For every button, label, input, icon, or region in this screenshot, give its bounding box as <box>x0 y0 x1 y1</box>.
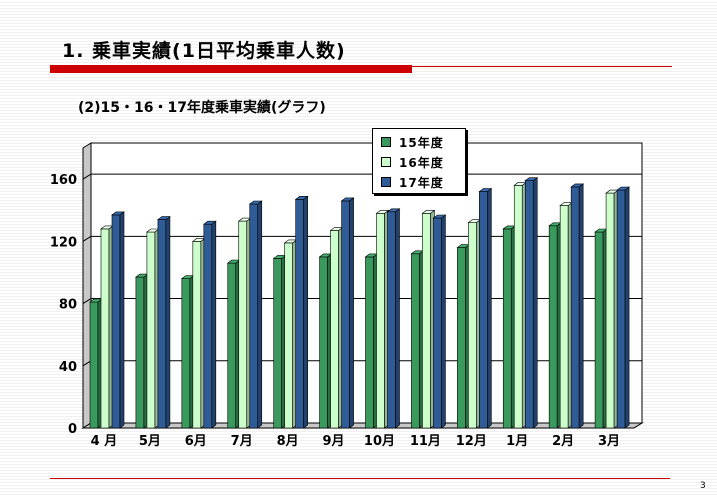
legend-swatch-15 <box>381 137 391 147</box>
bar <box>146 231 156 429</box>
bar <box>433 217 442 429</box>
bar <box>284 242 293 429</box>
bar-side <box>119 211 125 429</box>
bar <box>157 219 167 429</box>
bar-side <box>165 215 171 429</box>
x-tick-label: 9月 <box>323 434 345 449</box>
bar <box>249 203 259 429</box>
legend-item-17: 17年度 <box>373 172 465 192</box>
bar <box>513 185 523 429</box>
bar-side <box>532 177 538 429</box>
bar-top <box>375 210 390 214</box>
legend-label-16: 16年度 <box>399 155 444 170</box>
bar <box>479 191 488 429</box>
footer-line <box>50 478 670 479</box>
bar-side <box>257 200 263 429</box>
bar-top <box>248 200 263 205</box>
bar <box>411 253 420 429</box>
bar <box>319 256 328 429</box>
bar <box>365 256 374 429</box>
legend-item-16: 16年度 <box>373 152 465 172</box>
legend-label-17: 17年度 <box>399 175 444 190</box>
title-underline-thin <box>412 66 672 67</box>
bar-top <box>294 196 309 200</box>
legend-swatch-17 <box>381 177 391 187</box>
bar <box>457 247 466 429</box>
y-tick-label: 40 <box>59 360 77 375</box>
chart-subtitle: (2)15・16・17年度乗車実績(グラフ) <box>78 100 326 116</box>
bar <box>89 301 99 429</box>
bar <box>135 276 145 429</box>
bar-side <box>578 183 584 429</box>
bar <box>605 192 615 429</box>
bar-top <box>478 188 493 192</box>
bar-side <box>487 187 492 429</box>
y-tick-label: 120 <box>50 235 77 250</box>
bar-top <box>157 216 171 220</box>
chart-legend: 15年度 16年度 17年度 <box>372 128 466 194</box>
bar-top <box>340 197 355 202</box>
bar <box>387 211 396 429</box>
bar-top <box>111 211 125 216</box>
bar <box>468 222 477 429</box>
x-tick-label: 8月 <box>277 434 299 449</box>
y-gridline <box>82 235 642 242</box>
bar-side <box>303 195 308 429</box>
bar-top <box>570 183 585 188</box>
y-tick-label: 0 <box>68 422 77 437</box>
bar <box>227 262 237 429</box>
bar-top <box>432 214 447 219</box>
bar <box>594 231 604 429</box>
x-tick-label: 1月 <box>506 434 528 449</box>
bar-top <box>386 208 401 213</box>
bar-side <box>441 214 446 429</box>
bar <box>616 189 626 429</box>
bar <box>273 258 282 429</box>
legend-label-15: 15年度 <box>399 135 444 150</box>
bar <box>203 223 213 429</box>
x-tick-label: 12月 <box>456 434 487 449</box>
bar <box>341 200 350 429</box>
bar <box>192 241 202 429</box>
bar-top <box>421 210 436 214</box>
y-tick-label: 160 <box>50 173 77 188</box>
bar-side <box>211 220 217 429</box>
bar <box>570 186 580 429</box>
bar-top <box>524 177 539 181</box>
x-tick-label: 2月 <box>552 434 574 449</box>
bar-top <box>616 186 630 191</box>
bar <box>111 214 121 429</box>
x-tick-label: 11月 <box>410 434 441 449</box>
title-underline-red <box>50 65 412 73</box>
bar <box>238 220 248 429</box>
bar-top <box>202 220 217 225</box>
bar <box>295 199 304 429</box>
bar <box>100 228 110 429</box>
slide-title: 1. 乗車実績(1日平均乗車人数) <box>62 40 346 62</box>
page-number: 3 <box>700 481 706 491</box>
x-tick-label: 7月 <box>231 434 253 449</box>
x-tick-label: 10月 <box>364 434 395 449</box>
bar-side <box>624 186 630 429</box>
bar <box>330 230 339 429</box>
bar-side <box>349 197 354 429</box>
bar <box>376 213 385 429</box>
legend-item-15: 15年度 <box>373 132 465 152</box>
x-tick-label: 6月 <box>185 434 207 449</box>
legend-swatch-16 <box>381 157 391 167</box>
bar <box>548 225 558 429</box>
bar <box>502 228 512 429</box>
y-tick-label: 80 <box>59 298 77 313</box>
bar <box>524 180 534 429</box>
bar-side <box>395 208 400 429</box>
x-tick-label: 5月 <box>139 434 161 449</box>
bar <box>422 213 431 429</box>
x-tick-label: 4 月 <box>91 434 118 449</box>
bar <box>181 278 191 429</box>
bar <box>559 205 569 429</box>
x-tick-label: 3月 <box>598 434 620 449</box>
